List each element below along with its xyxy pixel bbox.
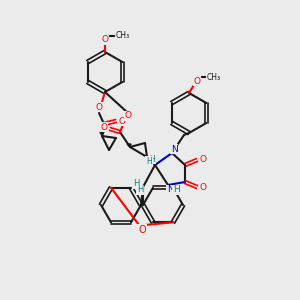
Text: H: H bbox=[137, 185, 143, 194]
Text: H: H bbox=[146, 157, 152, 166]
Text: O: O bbox=[118, 116, 125, 125]
Text: N: N bbox=[171, 145, 177, 154]
Text: H: H bbox=[133, 179, 139, 188]
Text: N: N bbox=[167, 185, 173, 194]
Text: CH₃: CH₃ bbox=[116, 32, 130, 40]
Text: O: O bbox=[95, 103, 103, 112]
Polygon shape bbox=[100, 132, 104, 136]
Polygon shape bbox=[127, 144, 131, 147]
Text: O: O bbox=[124, 112, 131, 121]
Text: O: O bbox=[194, 76, 200, 85]
Text: O: O bbox=[200, 184, 206, 193]
Text: O: O bbox=[100, 122, 107, 131]
Text: O: O bbox=[101, 35, 109, 44]
Text: O: O bbox=[200, 154, 206, 164]
Text: H: H bbox=[172, 185, 179, 194]
Text: H: H bbox=[149, 154, 155, 164]
Text: CH₃: CH₃ bbox=[207, 73, 221, 82]
Text: O: O bbox=[138, 225, 146, 235]
